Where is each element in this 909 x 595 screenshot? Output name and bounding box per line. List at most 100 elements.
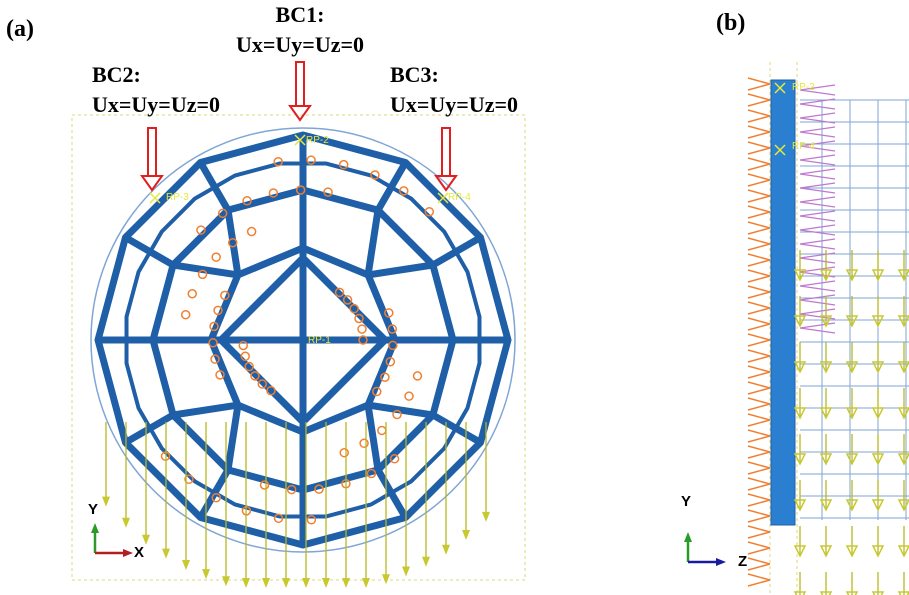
axis-label: Z [738, 553, 747, 570]
radial-beam [173, 405, 238, 415]
panel-label: (a) [6, 16, 34, 42]
orange-arrow [748, 334, 770, 346]
bc-arrow-head [290, 106, 310, 120]
orange-arrow [748, 206, 770, 218]
arrow-head [262, 578, 270, 588]
pressure-marker [378, 426, 386, 434]
orange-arrow [748, 382, 770, 394]
radial-beam [368, 210, 378, 275]
bc-name: BC3: [390, 62, 439, 87]
arrow-head [382, 574, 390, 584]
axis-label: Y [681, 493, 691, 510]
purple-arrow [800, 197, 835, 207]
orange-arrow [748, 494, 770, 506]
arrow-head [102, 497, 110, 507]
rp-label: RP-4 [792, 141, 815, 152]
purple-arrow [800, 323, 835, 333]
arrow-head [362, 578, 370, 588]
arrow-head [442, 545, 450, 555]
bc-arrow [148, 128, 156, 176]
arrow-head [162, 549, 170, 559]
arrow-head [302, 578, 310, 588]
orange-arrow [748, 270, 770, 282]
bc-name: BC2: [92, 62, 141, 87]
pressure-marker [241, 352, 249, 360]
bc-arrow [442, 128, 450, 176]
radial-beam [228, 405, 238, 470]
figure: (a) (b) BC1: Ux=Uy=Uz=0 BC2: Ux=Uy=Uz=0 … [0, 0, 909, 595]
orange-arrow [748, 174, 770, 186]
orange-arrow [748, 350, 770, 362]
arrow-head [122, 518, 130, 528]
pressure-marker [405, 392, 413, 400]
orange-arrow [748, 414, 770, 426]
pressure-marker [413, 372, 421, 380]
arrow-head [242, 578, 250, 588]
bc-condition: Ux=Uy=Uz=0 [390, 92, 518, 117]
purple-arrow [800, 155, 835, 165]
axis-label: X [134, 544, 144, 561]
arrow-head [422, 557, 430, 567]
orange-arrow [748, 222, 770, 234]
orange-arrow [748, 366, 770, 378]
orange-arrow [748, 254, 770, 266]
bounding-box [72, 115, 525, 580]
pressure-marker [248, 228, 256, 236]
arrow-head [202, 569, 210, 579]
radial-beam [173, 265, 238, 275]
arrow-head [282, 578, 290, 588]
bc-arrow [296, 62, 304, 106]
pressure-marker [360, 439, 368, 447]
purple-arrow [800, 239, 835, 249]
pressure-marker [182, 311, 190, 319]
radial-beam [368, 265, 433, 275]
bc-name: BC1: [276, 2, 325, 27]
orange-arrow [748, 126, 770, 138]
rp-label: RP-2 [306, 135, 329, 146]
rp-label: RP-1 [308, 335, 331, 346]
orange-arrow [748, 446, 770, 458]
model-drawing [72, 62, 909, 595]
orange-arrow [748, 158, 770, 170]
orange-arrow [748, 190, 770, 202]
orange-arrow [748, 574, 770, 586]
arrow-head [462, 530, 470, 540]
rp-marker [150, 193, 160, 203]
orange-arrow [748, 238, 770, 250]
orange-arrow [748, 478, 770, 490]
axis-head [123, 549, 133, 557]
pressure-marker [340, 449, 348, 457]
arrow-head [402, 567, 410, 577]
arrow-head [482, 512, 490, 522]
orange-arrow [748, 510, 770, 522]
orange-arrow [748, 398, 770, 410]
orange-arrow [748, 94, 770, 106]
purple-arrow [800, 281, 835, 291]
bc-condition: Ux=Uy=Uz=0 [236, 32, 364, 57]
axis-head [716, 558, 726, 566]
orange-arrow [748, 430, 770, 442]
orange-arrow [748, 142, 770, 154]
purple-arrow [800, 295, 835, 305]
arrow-head [222, 576, 230, 586]
purple-arrow [800, 169, 835, 179]
rp-label: RP-2 [792, 82, 815, 93]
panel-label: (b) [716, 10, 745, 36]
orange-arrow [748, 558, 770, 570]
arrow-head [342, 578, 350, 588]
bc-condition: Ux=Uy=Uz=0 [92, 92, 220, 117]
purple-arrow [800, 225, 835, 235]
pressure-marker [188, 290, 196, 298]
rp-label: RP-3 [166, 192, 189, 203]
orange-arrow [748, 318, 770, 330]
pressure-marker [212, 253, 220, 261]
orange-arrow [748, 462, 770, 474]
axis-head [91, 523, 99, 533]
arrow-head [182, 560, 190, 570]
axis-head [684, 532, 692, 542]
arrow-head [322, 578, 330, 588]
pressure-marker [358, 325, 366, 333]
orange-arrow [748, 110, 770, 122]
purple-arrow [800, 127, 835, 137]
orange-arrow [748, 286, 770, 298]
